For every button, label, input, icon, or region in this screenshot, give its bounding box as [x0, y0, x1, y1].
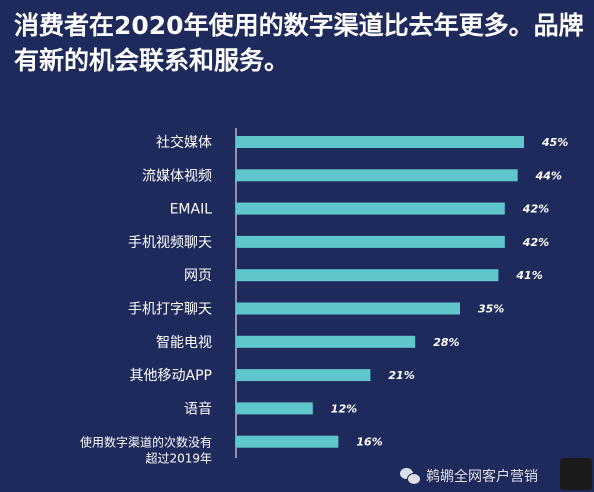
bar-5 — [236, 269, 499, 282]
bar-4 — [236, 235, 505, 248]
category-label-10: 使用数字渠道的次数没有超过2019年 — [80, 435, 212, 466]
watermark: 鹈鹕全网客户营销 — [400, 460, 594, 492]
value-label-1: 45% — [541, 136, 568, 149]
value-label-4: 42% — [522, 236, 549, 249]
chart-title: 消费者在2020年使用的数字渠道比去年更多。品牌有新的机会联系和服务。 — [14, 11, 584, 75]
value-label-3: 42% — [522, 203, 549, 216]
value-label-9: 12% — [331, 402, 357, 415]
corner-logo-icon — [560, 458, 592, 490]
category-label-2: 流媒体视频 — [142, 168, 212, 184]
category-label-8: 其他移动APP — [130, 368, 212, 384]
bar-3 — [236, 202, 505, 215]
bars-group — [236, 136, 524, 448]
bar-2 — [236, 169, 518, 182]
bar-10 — [236, 435, 339, 448]
value-label-7: 28% — [433, 336, 459, 349]
value-label-2: 44% — [535, 169, 562, 182]
value-labels-group: 45% 44% 42% 42% 41% 35% 28% 21% 12% 16% — [331, 136, 569, 449]
category-label-6: 手机打字聊天 — [128, 301, 212, 318]
value-label-8: 21% — [388, 369, 414, 382]
category-label-1: 社交媒体 — [156, 134, 212, 151]
bar-7 — [236, 335, 416, 348]
value-label-10: 16% — [356, 436, 382, 449]
value-label-6: 35% — [478, 303, 504, 316]
category-label-5: 网页 — [184, 268, 212, 284]
category-label-7: 智能电视 — [156, 335, 212, 351]
bar-8 — [236, 369, 371, 382]
category-label-3: EMAIL — [170, 202, 213, 218]
bar-6 — [236, 302, 460, 315]
category-label-4: 手机视频聊天 — [128, 235, 212, 251]
bar-1 — [236, 136, 524, 148]
watermark-text: 鹈鹕全网客户营销 — [426, 469, 538, 485]
value-label-5: 41% — [515, 269, 542, 282]
wechat-icon — [400, 468, 421, 485]
bar-9 — [236, 402, 313, 415]
category-label-9: 语音 — [184, 400, 212, 417]
